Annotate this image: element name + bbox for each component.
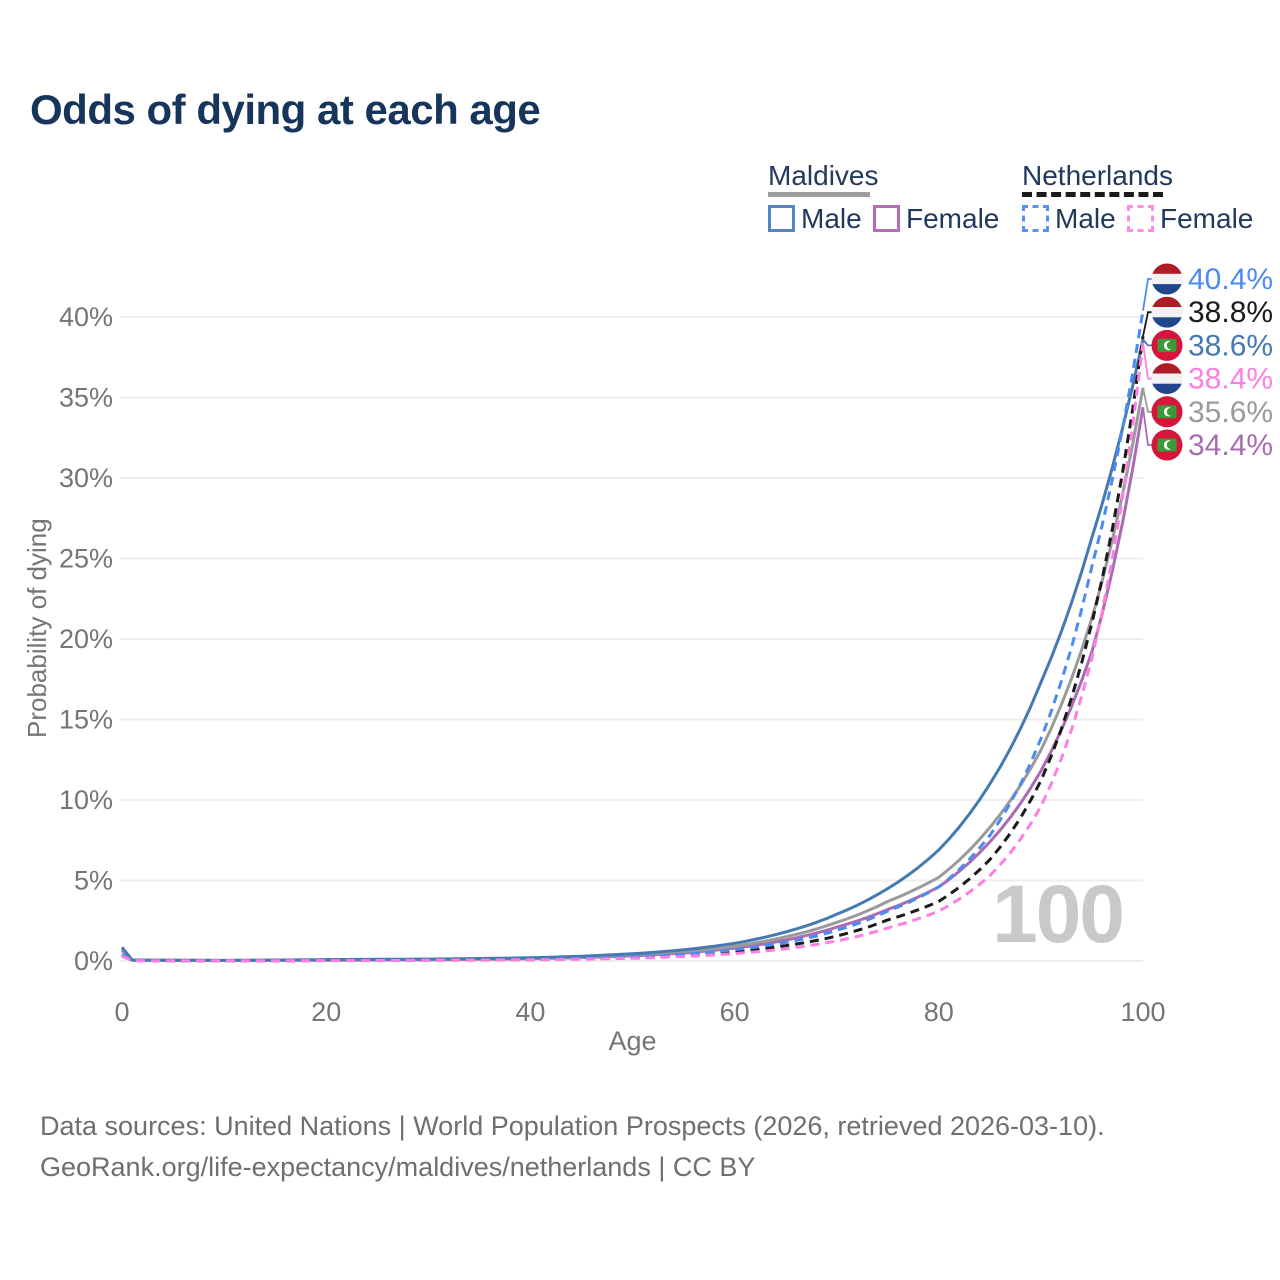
legend-group-maldives-title: Maldives	[768, 160, 879, 191]
x-axis-title: Age	[608, 1026, 656, 1056]
flag-icon-nl	[1151, 296, 1183, 328]
y-tick-label: 10%	[59, 785, 113, 815]
series-line-maldives-female	[120, 406, 1145, 962]
x-tick-label: 60	[720, 997, 750, 1027]
y-tick-label: 25%	[59, 544, 113, 574]
legend-swatch-maldives-male[interactable]	[768, 205, 795, 232]
footer-data-sources: Data sources: United Nations | World Pop…	[40, 1111, 1105, 1141]
legend-label-netherlands-male[interactable]: Male	[1055, 203, 1116, 234]
legend-swatch-netherlands-male[interactable]	[1022, 205, 1049, 232]
end-value-label-netherlands-both-sexes: 38.8%	[1188, 296, 1273, 329]
age-watermark: 100	[992, 869, 1125, 960]
end-value-label-netherlands-male: 40.4%	[1188, 263, 1273, 296]
y-tick-label: 0%	[74, 946, 113, 976]
flag-icon-mv	[1151, 396, 1183, 428]
y-tick-label: 40%	[59, 302, 113, 332]
end-value-label-maldives-male: 38.6%	[1188, 329, 1273, 362]
legend-swatch-maldives-female[interactable]	[873, 205, 900, 232]
y-tick-label: 5%	[74, 866, 113, 896]
legend-group-netherlands-title: Netherlands	[1022, 160, 1173, 191]
x-tick-label: 40	[515, 997, 545, 1027]
end-label-connector	[1142, 278, 1152, 311]
end-label-connector	[1142, 387, 1152, 413]
end-label-connector	[1142, 338, 1152, 347]
y-tick-label: 35%	[59, 383, 113, 413]
end-label-connector	[1142, 342, 1152, 380]
flag-icon-nl	[1151, 363, 1183, 395]
x-tick-label: 80	[924, 997, 954, 1027]
legend-label-maldives-female[interactable]: Female	[906, 203, 1000, 234]
flag-icon-mv	[1151, 329, 1183, 361]
flag-icon-nl	[1151, 263, 1183, 295]
legend-netherlands-underline	[1022, 192, 1163, 197]
x-tick-label: 0	[114, 997, 129, 1027]
legend-maldives-underline	[768, 192, 870, 197]
end-label-connector	[1142, 311, 1152, 337]
x-tick-label: 20	[311, 997, 341, 1027]
page-title: Odds of dying at each age	[30, 86, 541, 133]
legend-label-maldives-male[interactable]: Male	[801, 203, 862, 234]
legend-label-netherlands-female[interactable]: Female	[1160, 203, 1254, 234]
series-line-netherlands-female	[121, 342, 1145, 963]
end-value-label-maldives-both-sexes: 35.6%	[1188, 396, 1273, 429]
end-label-connector	[1142, 407, 1152, 446]
end-value-label-maldives-female: 34.4%	[1188, 429, 1273, 462]
y-tick-label: 20%	[59, 624, 113, 654]
y-tick-label: 15%	[59, 705, 113, 735]
legend-swatch-netherlands-female[interactable]	[1127, 205, 1154, 232]
end-value-label-netherlands-female: 38.4%	[1188, 363, 1273, 396]
y-tick-label: 30%	[59, 463, 113, 493]
series-line-maldives-male	[120, 339, 1145, 962]
flag-icon-mv	[1151, 429, 1183, 461]
footer-attribution: GeoRank.org/life-expectancy/maldives/net…	[40, 1152, 756, 1182]
series-line-netherlands-male	[121, 310, 1145, 963]
x-tick-label: 100	[1120, 997, 1165, 1027]
series-line-netherlands-both-sexes	[121, 336, 1145, 963]
footer: Data sources: United Nations | World Pop…	[40, 1106, 1105, 1188]
